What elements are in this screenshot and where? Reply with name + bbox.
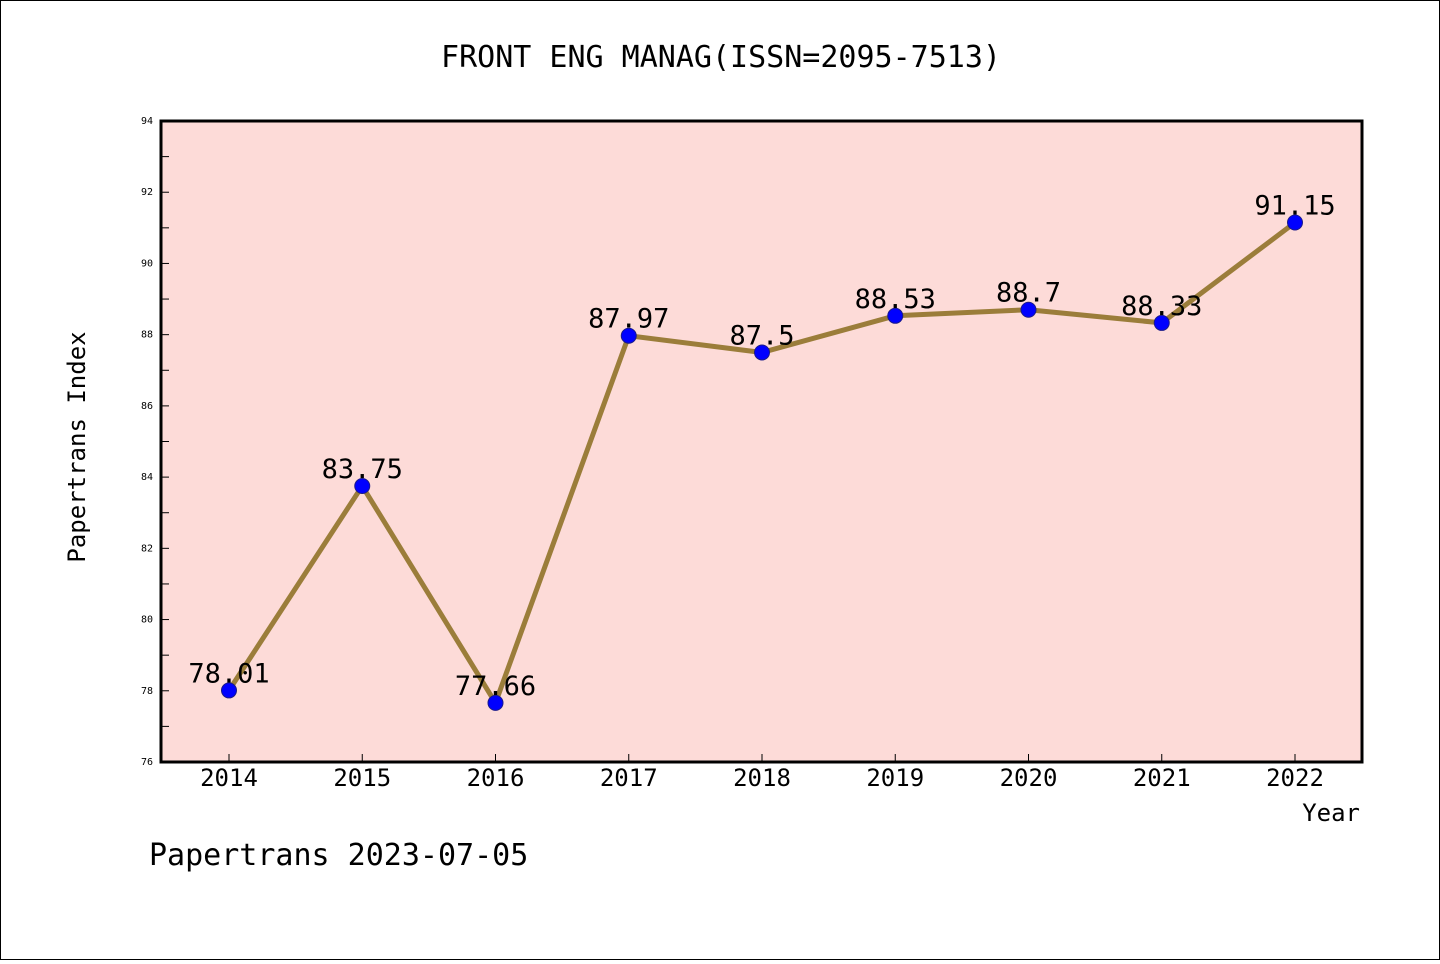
chart-title: FRONT ENG MANAG(ISSN=2095-7513) bbox=[441, 40, 1001, 75]
data-value-label: 88.33 bbox=[1121, 291, 1202, 322]
series-line-group bbox=[221, 214, 1303, 711]
x-tick-label: 2018 bbox=[733, 764, 791, 792]
y-tick-label: 82 bbox=[141, 543, 153, 554]
x-axis: 2014 2015 2016 2017 2018 2019 2020 2021 2022 bbox=[200, 754, 1324, 792]
x-tick-label: 2017 bbox=[600, 764, 658, 792]
plot-area bbox=[159, 119, 1364, 764]
data-point-marker bbox=[887, 307, 904, 324]
data-value-label: 88.7 bbox=[996, 278, 1061, 309]
data-point-marker bbox=[1020, 301, 1037, 318]
footer-credit: Papertrans 2023-07-05 bbox=[149, 838, 528, 873]
x-tick-label: 2022 bbox=[1266, 764, 1324, 792]
data-point-marker bbox=[620, 327, 637, 344]
x-tick-label: 2016 bbox=[467, 764, 525, 792]
y-tick-label: 84 bbox=[141, 472, 153, 483]
x-tick-label: 2020 bbox=[1000, 764, 1058, 792]
data-point-marker bbox=[1153, 314, 1170, 331]
y-tick-label: 92 bbox=[141, 187, 153, 198]
data-point-marker bbox=[487, 694, 504, 711]
y-tick-label: 88 bbox=[141, 330, 153, 341]
y-tick-label: 80 bbox=[141, 615, 153, 626]
y-tick-label: 90 bbox=[141, 258, 153, 269]
x-tick-label: 2015 bbox=[333, 764, 391, 792]
x-axis-title: Year bbox=[1302, 799, 1360, 827]
x-tick-label: 2014 bbox=[200, 764, 258, 792]
y-tick-label: 76 bbox=[141, 757, 153, 768]
data-point-marker bbox=[1287, 214, 1303, 231]
x-tick-label: 2021 bbox=[1133, 764, 1191, 792]
data-value-label: 78.01 bbox=[188, 658, 269, 689]
data-point-marker bbox=[354, 478, 371, 495]
data-value-label: 77.66 bbox=[455, 671, 536, 702]
data-point-marker bbox=[754, 344, 770, 361]
x-tick-label: 2019 bbox=[866, 764, 924, 792]
y-tick-label: 78 bbox=[141, 686, 153, 697]
y-tick-label: 94 bbox=[141, 116, 153, 127]
data-value-label: 88.53 bbox=[855, 284, 936, 315]
y-axis-title: Papertrans Index bbox=[63, 331, 91, 562]
data-value-label: 87.97 bbox=[588, 304, 669, 335]
data-value-label: 91.15 bbox=[1254, 190, 1335, 221]
data-point-marker bbox=[221, 682, 237, 699]
y-tick-label: 86 bbox=[141, 401, 153, 412]
data-labels: 78.01 83.75 77.66 87.97 87.5 88.53 88.7 88.33 91… bbox=[188, 190, 1335, 701]
data-value-label: 87.5 bbox=[729, 320, 794, 351]
data-value-label: 83.75 bbox=[322, 454, 403, 485]
y-axis: 76 78 80 82 84 86 88 90 92 94 bbox=[141, 116, 169, 768]
